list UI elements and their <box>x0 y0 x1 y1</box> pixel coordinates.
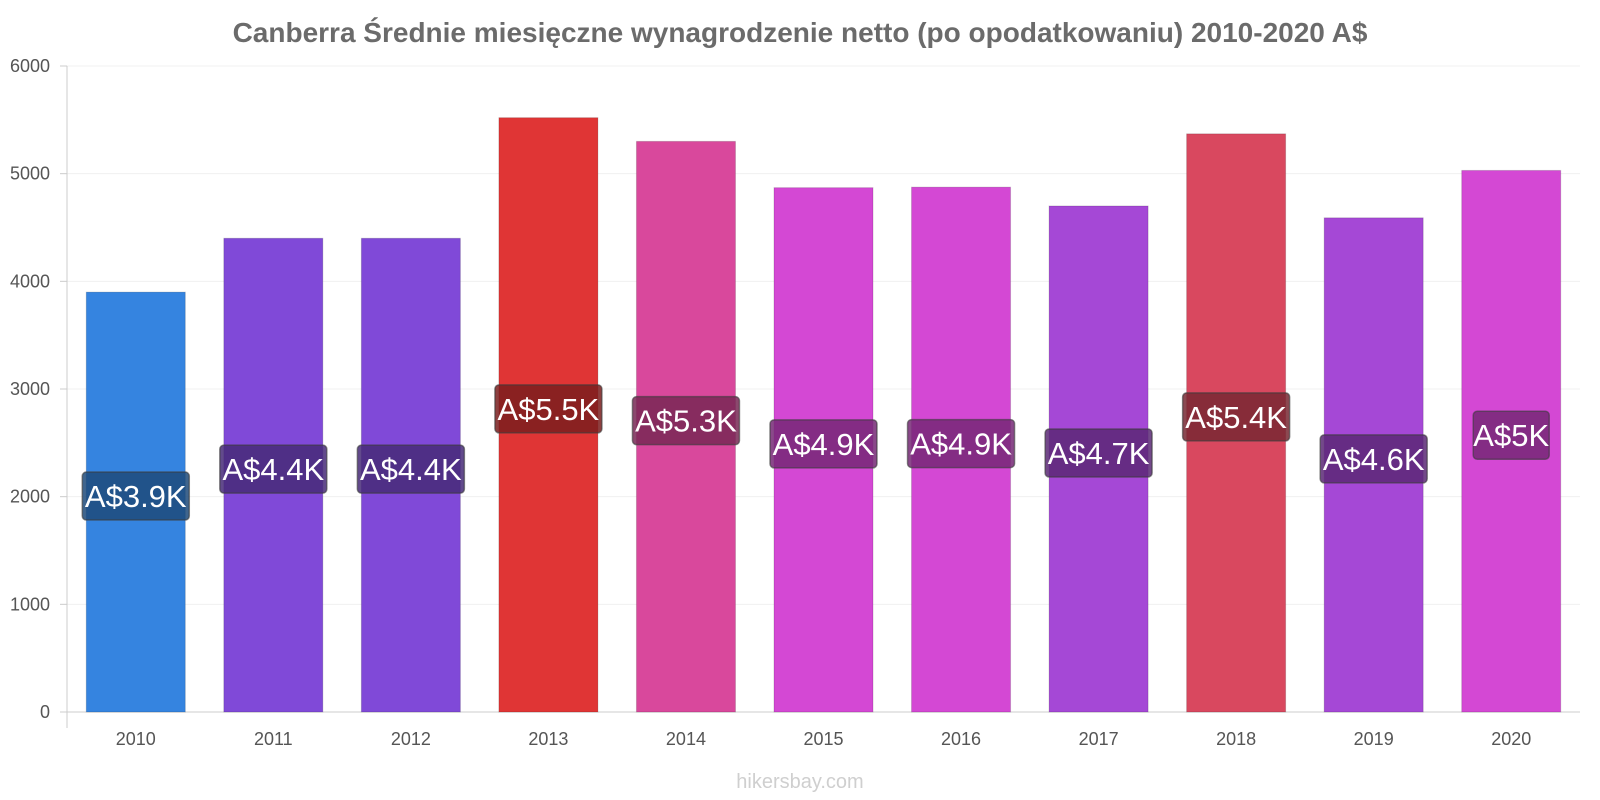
data-label: A$4.7K <box>1048 436 1150 471</box>
data-label-box <box>1319 434 1428 484</box>
y-tick-label: 3000 <box>10 379 50 399</box>
x-tick-label: 2014 <box>666 729 706 749</box>
data-label-box <box>1044 428 1153 478</box>
data-label-box <box>81 471 191 521</box>
chart-title: Canberra Średnie miesięczne wynagrodzeni… <box>233 17 1368 48</box>
y-tick-label: 2000 <box>10 487 50 507</box>
data-label-box <box>769 419 878 469</box>
data-label: A$5.4K <box>1185 400 1287 435</box>
bars-group <box>85 117 1562 713</box>
data-label: A$5.3K <box>635 404 737 439</box>
x-tick-label: 2020 <box>1491 729 1531 749</box>
x-tick-label: 2019 <box>1354 729 1394 749</box>
x-axis-ticks: 2010 2011 2012 2013 2014 2015 2016 2017 2018 2019… <box>116 729 1532 749</box>
data-label-box <box>906 418 1016 469</box>
y-tick-label: 4000 <box>10 271 50 291</box>
data-label: A$4.9K <box>773 427 875 462</box>
source-credit[interactable]: hikersbay.com <box>736 771 863 793</box>
data-label: A$4.4K <box>222 452 324 487</box>
data-label-box <box>1472 410 1550 460</box>
data-label: A$3.9K <box>85 479 187 514</box>
data-label-box <box>219 444 328 494</box>
data-label-box <box>631 395 741 446</box>
data-label: A$4.4K <box>360 452 462 487</box>
data-label: A$5.5K <box>498 392 600 427</box>
x-tick-label: 2015 <box>803 729 843 749</box>
data-label-box <box>356 444 466 494</box>
data-label: A$4.6K <box>1323 442 1425 477</box>
x-tick-label: 2018 <box>1216 729 1256 749</box>
x-tick-label: 2013 <box>528 729 568 749</box>
y-tick-label: 5000 <box>10 164 50 184</box>
y-tick-label: 6000 <box>10 56 50 76</box>
data-labels-group: A$3.9K A$4.4K A$4.4K A$5.5K A$5.3K A$4.9K A$4.… <box>81 384 1550 521</box>
y-tick-label: 1000 <box>10 594 50 614</box>
data-label: A$5K <box>1473 418 1549 453</box>
x-tick-label: 2010 <box>116 729 156 749</box>
data-label-box <box>494 384 603 434</box>
x-tick-label: 2012 <box>391 729 431 749</box>
data-label-box <box>1181 392 1291 442</box>
x-tick-label: 2011 <box>254 729 293 749</box>
data-label: A$4.9K <box>910 427 1012 462</box>
x-tick-label: 2017 <box>1079 729 1119 749</box>
y-axis-ticks: 0 1000 2000 3000 4000 5000 6000 <box>10 56 67 722</box>
y-tick-label: 0 <box>40 702 50 722</box>
x-tick-label: 2016 <box>941 729 981 749</box>
